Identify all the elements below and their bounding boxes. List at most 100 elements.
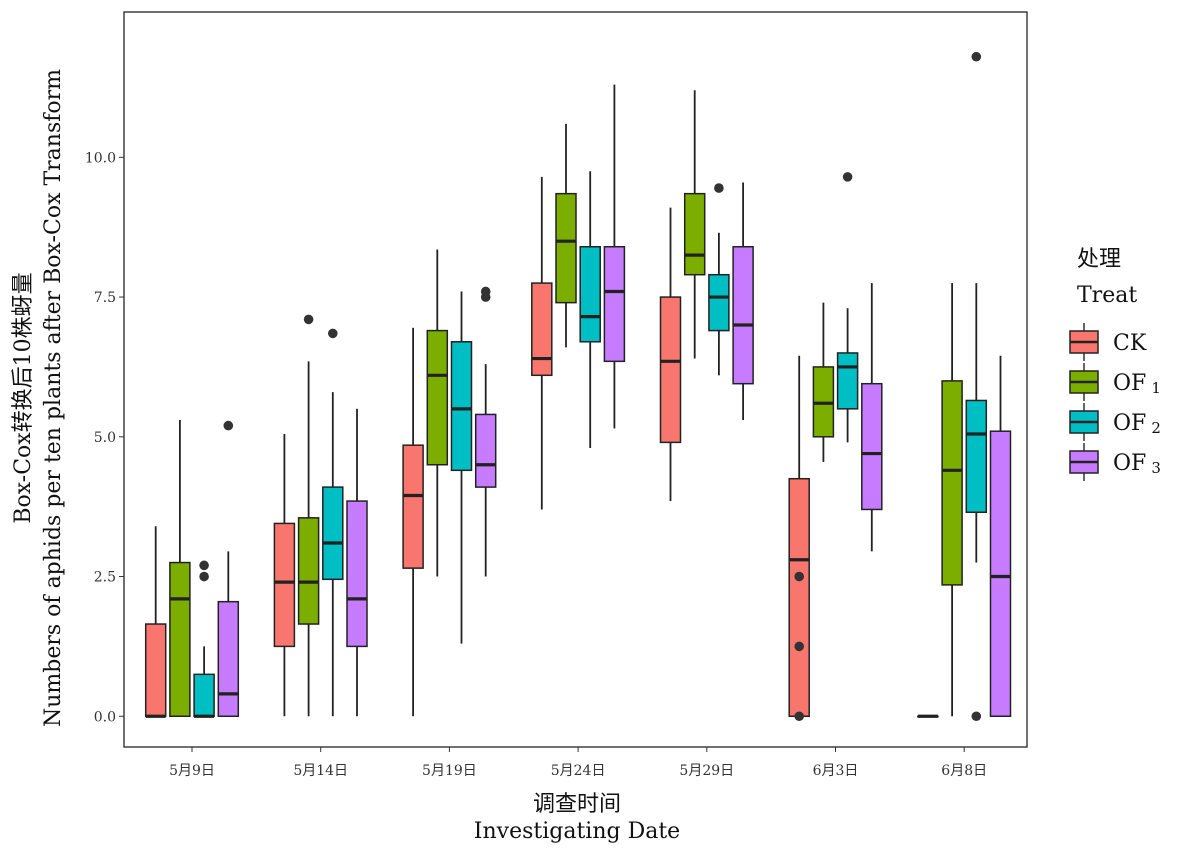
box-of3-4 (732, 182, 754, 421)
box-body (989, 430, 1012, 718)
box-body (322, 486, 344, 581)
legend-label-name: OF (1113, 411, 1146, 436)
box-body (861, 382, 883, 511)
legend-item-of1: OF 1 (1069, 363, 1161, 401)
box-of2-0 (193, 560, 215, 718)
legend-label: OF 2 (1113, 411, 1161, 437)
outlier-point (794, 571, 804, 582)
box-ck-1 (273, 433, 296, 717)
box-ck-4 (659, 207, 682, 502)
box-of1-5 (812, 302, 835, 462)
box-of2-6 (965, 51, 988, 722)
legend-title-cn: 处理 (1077, 247, 1121, 272)
box-of2-3 (579, 171, 601, 448)
box-of1-1 (297, 314, 320, 717)
box-body (659, 296, 682, 444)
box-of3-0 (217, 420, 240, 718)
box-body (144, 623, 167, 718)
legend-title-en: Treat (1077, 283, 1137, 308)
box-of2-1 (322, 328, 344, 717)
x-tick-label: 5月14日 (293, 763, 348, 779)
outlier-point (842, 172, 853, 182)
box-ck-6 (917, 714, 939, 718)
box-body (788, 477, 810, 718)
box-body (217, 600, 240, 718)
outlier-point (714, 183, 724, 193)
box-of2-5 (836, 172, 859, 443)
legend-item-of2: OF 2 (1069, 403, 1161, 441)
y-tick-label: 7.5 (94, 290, 116, 306)
y-tick-label: 10.0 (85, 150, 116, 166)
box-of3-1 (346, 408, 368, 717)
y-axis-ticks: 0.0 2.5 5.0 7.5 10.0 (85, 150, 124, 725)
x-axis-ticks: 5月9日 5月14日 5月19日 5月24日 5月29日 6月3日 6月8日 (169, 747, 987, 779)
box-body (273, 522, 296, 648)
legend-label-name: CK (1113, 331, 1147, 356)
plot-area (123, 11, 1028, 748)
x-tick-label: 5月19日 (422, 763, 477, 779)
x-tick-label: 5月24日 (551, 763, 606, 779)
box-body (346, 500, 368, 648)
y-axis-title-cn: Box-Cox转换后10株蚜量 (11, 272, 36, 523)
y-tick-label: 0.0 (94, 709, 116, 725)
plot-panel (123, 11, 1028, 748)
box-body (836, 352, 859, 410)
outlier-point (303, 314, 314, 325)
outlier-point (328, 328, 338, 339)
box-body (555, 192, 577, 304)
box-body (169, 561, 191, 718)
box-of2-2 (450, 291, 473, 644)
legend-label-name: OF (1113, 371, 1146, 396)
legend-item-ck: CK (1069, 323, 1147, 361)
outlier-point (794, 711, 804, 722)
legend: 处理 Treat CK OF 1 OF 2 OF 3 (1069, 247, 1161, 481)
box-body (297, 517, 320, 625)
box-of3-6 (989, 355, 1012, 718)
box-of1-2 (426, 249, 449, 577)
box-body (402, 444, 424, 569)
box-body (965, 399, 988, 513)
box-of3-3 (603, 84, 626, 429)
legend-label-subscript: 2 (1151, 419, 1161, 437)
box-ck-2 (402, 327, 424, 717)
outlier-point (223, 420, 234, 431)
outlier-point (480, 286, 491, 297)
outlier-point (199, 560, 209, 571)
y-tick-label: 2.5 (94, 570, 116, 586)
box-body (579, 246, 601, 343)
x-tick-label: 5月29日 (679, 763, 734, 779)
box-body (450, 341, 473, 472)
box-body (941, 380, 963, 586)
box-body (683, 192, 706, 276)
x-axis-title-cn: 调查时间 (533, 792, 621, 817)
box-body (426, 329, 449, 466)
outlier-point (971, 51, 982, 62)
box-body (708, 273, 730, 332)
box-body (193, 673, 215, 718)
box-of1-3 (555, 123, 577, 348)
legend-item-of3: OF 3 (1069, 443, 1161, 481)
legend-label-name: OF (1113, 451, 1146, 476)
outlier-point (971, 711, 982, 722)
box-ck-0 (144, 526, 167, 718)
x-tick-label: 5月9日 (169, 763, 215, 779)
box-body (531, 282, 553, 377)
box-ck-5 (788, 355, 810, 722)
box-of3-2 (474, 286, 497, 577)
x-axis-title-en: Investigating Date (474, 819, 680, 844)
box-of3-5 (861, 283, 883, 552)
x-tick-label: 6月3日 (813, 763, 859, 779)
box-of1-4 (683, 90, 706, 359)
x-tick-label: 6月8日 (941, 763, 987, 779)
box-of2-4 (708, 183, 730, 376)
box-of1-0 (169, 420, 191, 718)
box-body (732, 246, 754, 385)
y-axis-title-en: Numbers of aphids per ten plants after B… (41, 69, 66, 727)
legend-label: CK (1113, 331, 1147, 356)
legend-label: OF 1 (1113, 371, 1161, 397)
box-body (474, 413, 497, 488)
box-of1-6 (941, 283, 963, 717)
box-ck-3 (531, 176, 553, 510)
legend-label-subscript: 1 (1151, 379, 1161, 397)
